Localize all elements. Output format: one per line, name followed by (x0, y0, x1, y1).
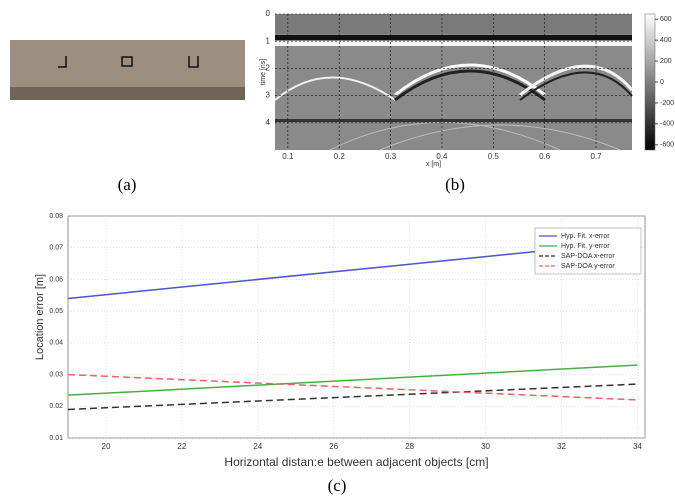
x-tick-label: 24 (253, 442, 262, 451)
caption: (c) (328, 476, 347, 495)
y-tick-label: 3 (266, 91, 271, 100)
hyperbola (394, 63, 546, 97)
colorbar-tick-label: -400 (660, 121, 674, 128)
x-tick-label: 28 (405, 442, 414, 451)
x-tick-label: 0.6 (539, 152, 551, 161)
caption: (b) (445, 175, 465, 194)
line (67, 373, 638, 401)
x-tick-label: 0.7 (590, 152, 602, 161)
y-tick-label: 2 (266, 64, 271, 73)
colorbar-tick-label: 400 (660, 37, 672, 44)
line (67, 383, 638, 411)
x-tick-label: 30 (481, 442, 490, 451)
object (58, 56, 67, 68)
y-tick-label: 0.04 (49, 340, 63, 347)
x-axis-label: Horizontal distan:e between adjacent obj… (224, 455, 488, 469)
radar-band (275, 35, 632, 40)
colorbar-tick-label: 200 (660, 58, 672, 65)
hyperbola (274, 76, 396, 101)
x-axis-label: x [m] (426, 161, 441, 168)
x-tick-label: 20 (102, 442, 111, 451)
soil (10, 40, 245, 87)
y-tick-label: 0.06 (49, 276, 63, 283)
y-axis-label: Location error [m] (34, 274, 46, 360)
legend-label: SAP-DOA y-error (561, 263, 615, 270)
object (121, 56, 133, 67)
object (188, 56, 199, 68)
soil-bottom (10, 87, 245, 100)
legend-label: Hyp. Fit. x-error (561, 233, 610, 240)
x-tick-label: 32 (557, 442, 566, 451)
colorbar-tick-label: 600 (660, 16, 672, 23)
x-tick-label: 0.4 (436, 152, 448, 161)
x-tick-label: 0.5 (488, 152, 500, 161)
radargram (274, 13, 656, 151)
x-tick-label: 0.2 (334, 152, 346, 161)
colorbar (644, 13, 656, 151)
scene-diagram (10, 40, 245, 100)
y-tick-label: 0.01 (49, 435, 63, 442)
legend-label: Hyp. Fit. y-error (561, 243, 610, 250)
legend-label: SAP-DOA x-error (561, 253, 615, 260)
hyperbola (519, 64, 634, 97)
hyperbola (519, 71, 633, 101)
line (67, 364, 638, 396)
y-tick-label: 1 (266, 36, 271, 45)
y-tick-label: 0 (266, 9, 271, 18)
y-axis-label: time [ns] (260, 59, 267, 86)
x-tick-label: 0.3 (385, 152, 397, 161)
x-tick-label: 0.1 (282, 152, 294, 161)
y-tick-label: 0.07 (49, 245, 63, 252)
radar-band (275, 14, 632, 34)
y-tick-label: 0.03 (49, 371, 63, 378)
hyperbola (329, 122, 621, 151)
radar-background (275, 14, 632, 150)
x-tick-label: 22 (177, 442, 186, 451)
x-tick-label: 34 (633, 442, 642, 451)
y-tick-label: 0.02 (49, 403, 63, 410)
colorbar-tick-label: -200 (660, 100, 674, 107)
y-tick-label: 0.08 (49, 213, 63, 220)
radar-band (275, 41, 632, 46)
radar-band (275, 119, 632, 122)
caption: (a) (118, 175, 137, 194)
y-tick-label: 4 (266, 118, 271, 127)
y-tick-label: 0.05 (49, 308, 63, 315)
colorbar-tick-label: 0 (660, 79, 664, 86)
colorbar-tick-label: -600 (660, 142, 674, 149)
x-tick-label: 26 (329, 442, 338, 451)
